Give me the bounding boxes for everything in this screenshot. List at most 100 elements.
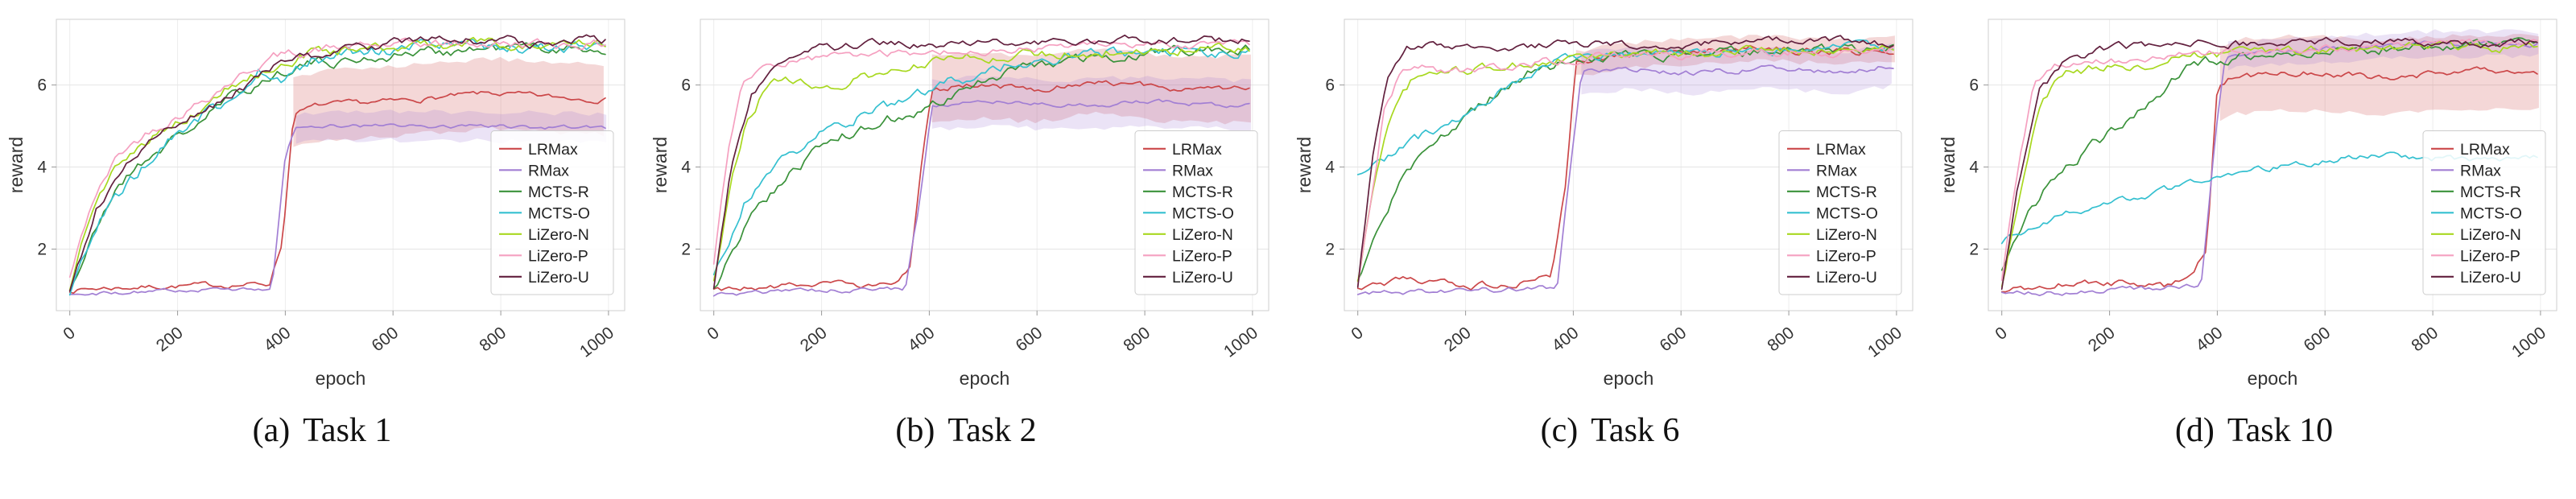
- x-tick-label: 200: [797, 324, 831, 356]
- x-axis-label: epoch: [316, 368, 366, 389]
- legend-label: LiZero-P: [1816, 247, 1876, 265]
- legend-item: MCTS-O: [2431, 204, 2522, 222]
- caption-index: (b): [895, 412, 935, 449]
- legend-item: MCTS-R: [499, 184, 589, 201]
- legend-label: LiZero-N: [2460, 226, 2521, 244]
- series-line-LiZero-N: [1356, 44, 1894, 282]
- legend-item: LiZero-N: [499, 226, 589, 244]
- chart-svg: 0 200 400 600 800 1000 epoch 2 4 6 reward LRMax RMax…: [1938, 19, 2557, 389]
- y-tick-label: 4: [1325, 159, 1335, 177]
- x-tick-label: 1000: [576, 324, 617, 361]
- x-axis: 0 200 400 600 800 1000 epoch: [1348, 311, 1905, 389]
- series-line-LiZero-N: [68, 36, 606, 291]
- y-tick-label: 6: [1969, 76, 1979, 95]
- x-tick-label: 400: [905, 324, 939, 356]
- x-tick-label: 800: [1764, 324, 1798, 356]
- x-tick-label: 0: [1992, 324, 2010, 344]
- x-tick-label: 0: [704, 324, 722, 344]
- x-tick-label: 0: [1348, 324, 1366, 344]
- x-tick-label: 600: [1657, 324, 1690, 356]
- legend-item: MCTS-R: [2431, 184, 2521, 201]
- y-tick-label: 4: [1969, 159, 1979, 177]
- x-tick-label: 1000: [1220, 324, 1261, 361]
- series-line-RMax: [1356, 64, 1894, 295]
- x-tick-label: 600: [2301, 324, 2334, 356]
- series-lines: [68, 34, 606, 296]
- legend-item: MCTS-O: [1787, 204, 1878, 222]
- legend-label: LiZero-N: [1172, 226, 1233, 244]
- legend-label: LiZero-N: [1816, 226, 1877, 244]
- y-tick-label: 2: [1969, 241, 1979, 259]
- y-axis: 2 4 6 reward: [1938, 76, 1988, 259]
- legend-label: RMax: [528, 162, 569, 179]
- series-band-LRMax: [2219, 34, 2539, 122]
- legend-label: LRMax: [1172, 141, 1222, 159]
- legend-label: MCTS-O: [1816, 204, 1878, 222]
- plot-frame: [700, 19, 1269, 311]
- series-line-LRMax: [2000, 66, 2538, 293]
- x-tick-label: 0: [60, 324, 78, 344]
- x-axis: 0 200 400 600 800 1000 epoch: [60, 311, 617, 389]
- y-tick-label: 6: [681, 76, 691, 95]
- x-tick-label: 800: [2408, 324, 2442, 356]
- caption-title: Task 1: [303, 412, 392, 449]
- line-chart-task-1: 0 200 400 600 800 1000 epoch 2 4 6 reward LRMax RMax…: [6, 10, 636, 412]
- chart-caption: (a) Task 1: [253, 412, 392, 449]
- line-chart-task-10: 0 200 400 600 800 1000 epoch 2 4 6 reward LRMax RMax…: [1938, 10, 2568, 412]
- legend-label: LiZero-N: [528, 226, 589, 244]
- x-tick-label: 400: [261, 324, 295, 356]
- series-line-LiZero-P: [2000, 39, 2538, 282]
- y-axis: 2 4 6 reward: [1294, 76, 1344, 259]
- series-line-MCTS-R: [2000, 37, 2538, 271]
- y-tick-label: 2: [681, 241, 691, 259]
- legend-label: LiZero-P: [528, 247, 588, 265]
- legend-item: LRMax: [2431, 141, 2510, 159]
- series-line-RMax: [712, 98, 1250, 297]
- x-tick-label: 800: [476, 324, 510, 356]
- chart-caption: (b) Task 2: [895, 412, 1036, 449]
- legend-label: RMax: [2460, 162, 2501, 179]
- legend-item: LiZero-U: [1787, 269, 1877, 287]
- plot-frame: [1344, 19, 1913, 311]
- legend-item: LiZero-U: [1143, 269, 1233, 287]
- legend-label: MCTS-R: [1816, 184, 1877, 201]
- series-line-LiZero-U: [1356, 35, 1894, 288]
- y-tick-label: 2: [1325, 241, 1335, 259]
- caption-index: (a): [252, 412, 291, 449]
- series-band-RMax: [1581, 43, 1892, 96]
- legend-item: LiZero-P: [2431, 247, 2520, 265]
- confidence-bands: [931, 48, 1251, 132]
- series-lines: [1356, 35, 1894, 295]
- line-chart-task-2: 0 200 400 600 800 1000 epoch 2 4 6 reward LRMax RMax…: [650, 10, 1280, 412]
- caption-index: (d): [2174, 412, 2215, 449]
- chart-caption: (c) Task 6: [1541, 412, 1680, 449]
- y-tick-label: 4: [681, 159, 691, 177]
- series-band-LRMax: [293, 56, 604, 147]
- series-line-LRMax: [712, 80, 1250, 291]
- legend-item: LiZero-N: [1143, 226, 1233, 244]
- x-tick-label: 800: [1120, 324, 1154, 356]
- legend-label: MCTS-O: [1172, 204, 1234, 222]
- x-axis: 0 200 400 600 800 1000 epoch: [704, 311, 1261, 389]
- series-lines: [2000, 36, 2538, 297]
- chart-panel-task-1: 0 200 400 600 800 1000 epoch 2 4 6 reward LRMax RMax…: [0, 10, 644, 449]
- legend-label: LiZero-P: [1172, 247, 1232, 265]
- series-line-RMax: [68, 123, 606, 296]
- confidence-bands: [1575, 35, 1895, 96]
- legend-item: LiZero-N: [2431, 226, 2521, 244]
- legend-label: LRMax: [2460, 141, 2510, 159]
- caption-index: (c): [1540, 412, 1579, 449]
- y-axis: 2 4 6 reward: [650, 76, 700, 259]
- figure-row: 0 200 400 600 800 1000 epoch 2 4 6 reward LRMax RMax…: [0, 10, 2568, 449]
- y-axis: 2 4 6 reward: [6, 76, 56, 259]
- legend-label: MCTS-O: [2460, 204, 2522, 222]
- series-line-LiZero-U: [68, 34, 606, 292]
- legend-label: LiZero-P: [2460, 247, 2520, 265]
- legend-item: RMax: [1787, 162, 1857, 179]
- caption-title: Task 6: [1591, 412, 1680, 449]
- series-line-LiZero-P: [1356, 47, 1894, 288]
- y-tick-label: 4: [37, 159, 47, 177]
- x-tick-label: 200: [153, 324, 187, 356]
- legend-label: LiZero-U: [1816, 269, 1877, 287]
- y-axis-label: reward: [652, 137, 671, 193]
